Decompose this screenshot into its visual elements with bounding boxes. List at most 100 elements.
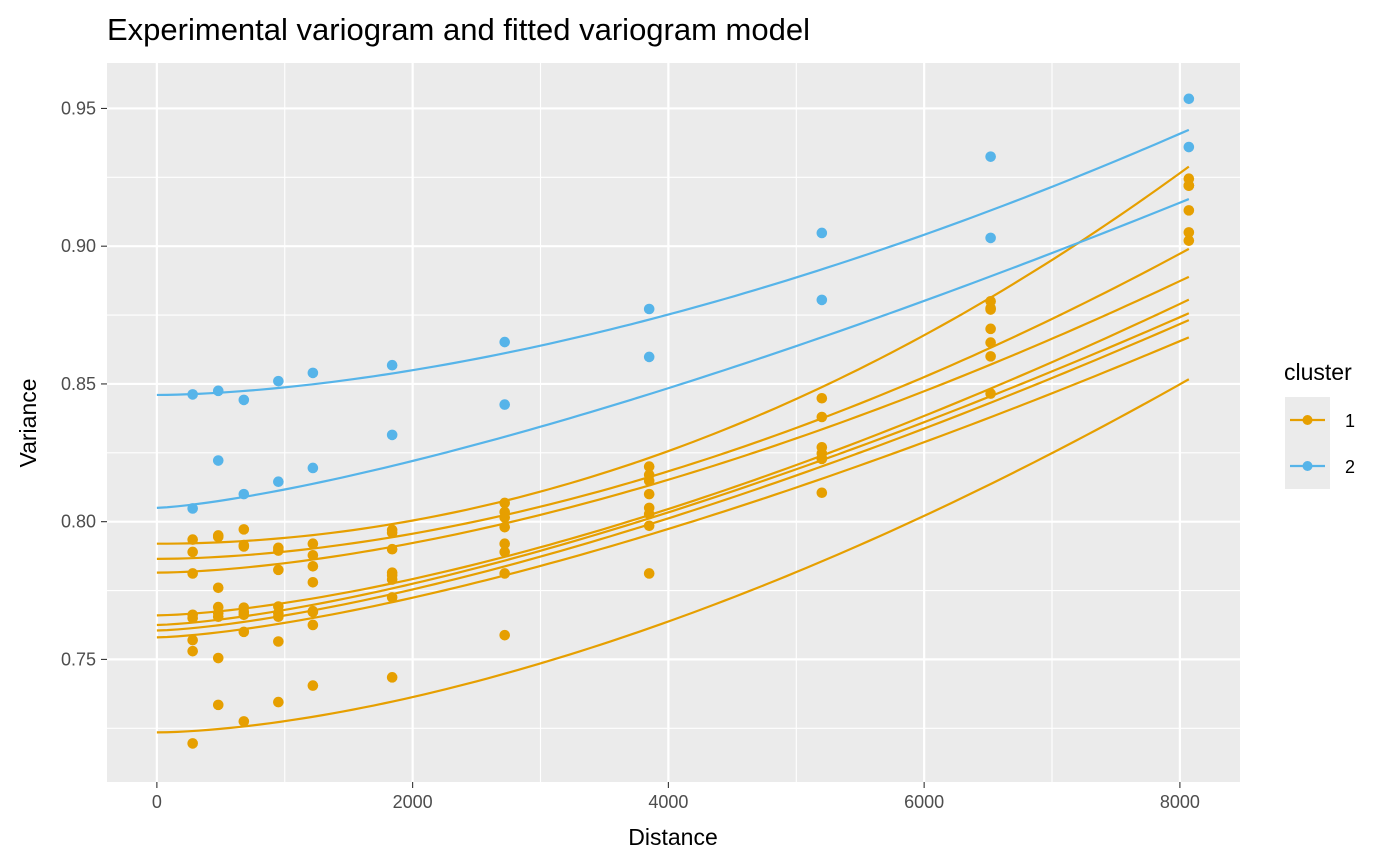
x-axis-title: Distance — [628, 824, 717, 850]
experimental-points — [187, 93, 1195, 749]
x-tick-label: 8000 — [1160, 792, 1200, 812]
data-point-cluster-2 — [499, 399, 511, 410]
fitted-model-curves — [156, 128, 1190, 734]
data-point-cluster-1 — [238, 524, 250, 535]
data-point-cluster-1 — [499, 629, 511, 641]
data-point-cluster-1 — [386, 570, 398, 581]
data-point-cluster-2 — [307, 367, 319, 379]
y-tick-label: 0.80 — [61, 512, 96, 532]
data-point-cluster-2 — [816, 294, 828, 306]
data-point-cluster-1 — [499, 568, 511, 579]
data-point-cluster-1 — [238, 541, 250, 552]
data-point-cluster-2 — [1183, 141, 1195, 153]
legend-item-2: 2 — [1285, 443, 1355, 489]
data-point-cluster-1 — [499, 512, 511, 523]
data-point-cluster-1 — [643, 508, 655, 520]
data-point-cluster-1 — [238, 716, 250, 727]
model-curve-cluster-1 — [156, 319, 1190, 632]
data-point-cluster-1 — [1183, 180, 1195, 191]
data-point-cluster-1 — [212, 699, 224, 711]
data-point-cluster-1 — [187, 546, 198, 558]
x-tick-label: 6000 — [904, 792, 944, 812]
legend-label-2: 2 — [1345, 457, 1355, 477]
data-point-cluster-1 — [307, 561, 319, 572]
x-tick-label: 2000 — [393, 792, 433, 812]
data-point-cluster-1 — [816, 392, 828, 404]
data-point-cluster-1 — [307, 619, 319, 631]
data-point-cluster-1 — [643, 461, 655, 472]
data-point-cluster-2 — [187, 503, 198, 514]
data-point-cluster-2 — [187, 389, 198, 400]
data-point-cluster-1 — [212, 582, 224, 594]
model-curve-cluster-1 — [156, 336, 1190, 639]
data-point-cluster-2 — [985, 151, 996, 162]
data-point-cluster-1 — [307, 606, 319, 618]
model-curve-cluster-2 — [156, 198, 1190, 509]
data-point-cluster-2 — [643, 303, 655, 315]
chart-title: Experimental variogram and fitted variog… — [107, 12, 810, 47]
data-point-cluster-1 — [187, 634, 198, 646]
data-point-cluster-1 — [386, 543, 398, 555]
data-point-cluster-2 — [643, 351, 655, 363]
data-point-cluster-1 — [816, 453, 828, 465]
data-point-cluster-2 — [307, 462, 319, 474]
data-point-cluster-1 — [238, 626, 250, 638]
model-curve-cluster-2 — [156, 128, 1190, 397]
data-point-cluster-1 — [187, 738, 198, 749]
data-point-cluster-1 — [386, 527, 398, 538]
x-axis: 0 2000 4000 6000 8000 — [152, 782, 1200, 812]
data-point-cluster-1 — [499, 521, 511, 533]
legend-item-1: 1 — [1285, 397, 1355, 443]
model-curve-cluster-1 — [156, 298, 1190, 617]
data-point-cluster-2 — [985, 232, 996, 244]
data-point-cluster-1 — [273, 636, 284, 647]
data-point-cluster-1 — [273, 564, 284, 576]
data-point-cluster-1 — [643, 568, 655, 579]
legend-label-1: 1 — [1345, 411, 1355, 431]
data-point-cluster-1 — [1183, 205, 1195, 216]
data-point-cluster-1 — [816, 411, 828, 423]
data-point-cluster-2 — [273, 375, 284, 387]
data-point-cluster-1 — [499, 538, 511, 550]
data-point-cluster-1 — [273, 611, 284, 623]
data-point-cluster-1 — [307, 680, 319, 691]
data-point-cluster-1 — [307, 576, 319, 588]
model-curve-cluster-1 — [156, 378, 1190, 734]
y-axis: 0.75 0.80 0.85 0.90 0.95 — [61, 98, 107, 669]
model-curve-cluster-1 — [156, 247, 1190, 560]
data-point-cluster-1 — [212, 611, 224, 623]
data-point-cluster-1 — [187, 612, 198, 624]
data-point-cluster-1 — [985, 304, 996, 315]
minor-gridlines — [107, 63, 1240, 782]
data-point-cluster-1 — [187, 568, 198, 579]
legend-key-point — [1302, 415, 1313, 425]
y-tick-label: 0.95 — [61, 98, 96, 118]
y-tick-label: 0.85 — [61, 374, 96, 394]
data-point-cluster-1 — [643, 488, 655, 500]
model-curve-cluster-1 — [156, 275, 1190, 574]
y-tick-label: 0.75 — [61, 649, 96, 669]
model-curve-cluster-1 — [156, 165, 1190, 545]
legend-title: cluster — [1284, 359, 1352, 385]
legend-key-point — [1302, 461, 1313, 471]
y-axis-title: Variance — [15, 378, 41, 467]
panel-background — [107, 63, 1240, 782]
x-tick-label: 0 — [152, 792, 162, 812]
data-point-cluster-1 — [985, 351, 996, 362]
data-point-cluster-2 — [386, 359, 398, 371]
data-point-cluster-2 — [816, 227, 828, 239]
data-point-cluster-1 — [307, 549, 319, 561]
data-point-cluster-2 — [499, 336, 511, 348]
data-point-cluster-1 — [307, 538, 319, 550]
data-point-cluster-1 — [187, 645, 198, 657]
data-point-cluster-2 — [212, 455, 224, 466]
data-point-cluster-1 — [273, 696, 284, 708]
data-point-cluster-1 — [212, 652, 224, 664]
data-point-cluster-2 — [212, 385, 224, 397]
data-point-cluster-1 — [816, 487, 828, 499]
data-point-cluster-2 — [238, 488, 250, 500]
data-point-cluster-1 — [985, 388, 996, 399]
y-tick-label: 0.90 — [61, 236, 96, 256]
data-point-cluster-2 — [1183, 93, 1195, 105]
